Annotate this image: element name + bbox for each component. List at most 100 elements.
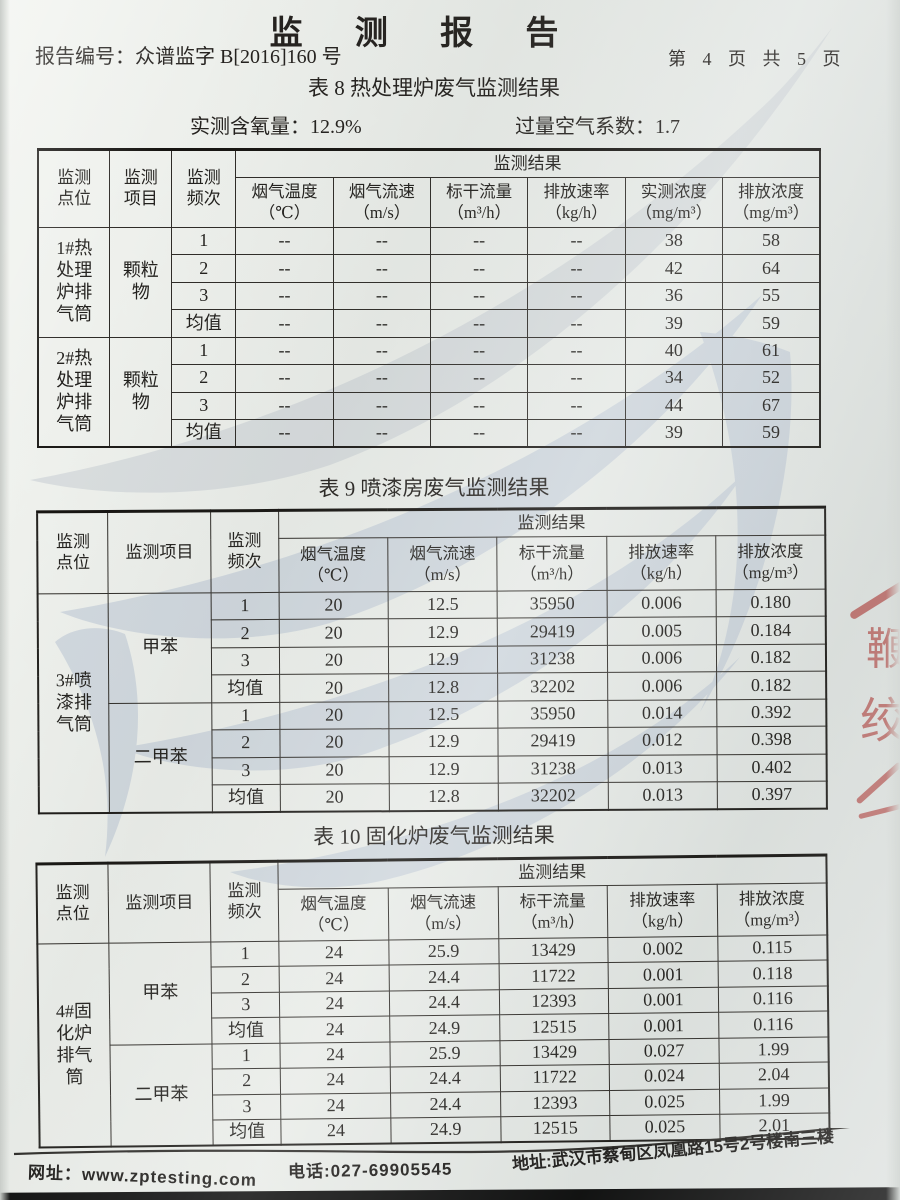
value-cell: 64 (722, 254, 821, 283)
value-cell: -- (332, 254, 432, 283)
value-cell: -- (332, 336, 432, 366)
value-cell: 25.9 (388, 938, 499, 966)
value-cell: 39 (624, 309, 724, 338)
header-point: 监测 点位 (37, 511, 109, 594)
freq-cell: 均值 (212, 784, 281, 813)
value-cell: 24 (280, 1092, 391, 1120)
point-cell: 2#热 处理 炉排 气筒 (37, 336, 111, 448)
value-cell: 24 (280, 1041, 391, 1069)
value-cell: 0.006 (606, 589, 717, 618)
value-cell: -- (429, 419, 529, 448)
freq-cell: 1 (171, 336, 237, 366)
value-cell: 40 (624, 336, 724, 366)
value-cell: 29419 (497, 617, 608, 646)
table-row: 均值 -- -- -- -- 39 59 (38, 419, 821, 448)
value-cell: 12.8 (388, 673, 499, 702)
page-title: 监 测 报 告 (269, 16, 581, 52)
header-col: 烟气温度 （℃） (278, 537, 389, 593)
freq-cell: 均值 (171, 419, 237, 448)
oxygen-value: 12.9% (310, 116, 362, 138)
item-cell: 甲苯 (108, 592, 212, 704)
value-cell: 24 (279, 990, 390, 1018)
value-cell: 0.006 (607, 672, 717, 701)
freq-cell: 2 (171, 364, 237, 393)
value-cell: 12393 (498, 988, 609, 1016)
value-cell: 0.002 (607, 936, 718, 963)
value-cell: 0.006 (607, 644, 717, 673)
value-cell: -- (527, 419, 626, 448)
freq-cell: 均值 (211, 1017, 281, 1044)
value-cell: -- (429, 336, 529, 366)
value-cell: 12515 (499, 1013, 610, 1041)
value-cell: 0.001 (608, 1012, 719, 1040)
value-cell: 0.116 (718, 1011, 829, 1039)
freq-cell: 1 (210, 592, 279, 621)
value-cell: -- (429, 254, 529, 283)
freq-cell: 1 (211, 941, 280, 968)
table-row: 3 -- -- -- -- 36 55 (38, 281, 821, 311)
value-cell: 0.013 (607, 781, 718, 810)
value-cell: 11722 (499, 1064, 610, 1092)
value-cell: 0.115 (717, 935, 828, 962)
value-cell: 36 (624, 281, 724, 311)
value-cell: -- (235, 364, 334, 393)
value-cell: 35950 (498, 700, 608, 729)
table9-paint-booth: 监测 点位 监测项目 监测 频次 监测结果 烟气温度 （℃） 烟气流速 （m/s） 标干流量 （m… (36, 505, 828, 815)
value-cell: 12.8 (389, 783, 499, 812)
value-cell: -- (429, 226, 529, 256)
photo-right-edge-shading (886, 0, 900, 1200)
value-cell: 13429 (498, 937, 609, 965)
header-freq: 监测 频次 (171, 149, 237, 228)
value-cell: 12.9 (388, 618, 498, 647)
value-cell: 12.9 (389, 755, 499, 784)
freq-cell: 2 (211, 966, 280, 993)
value-cell: 0.392 (716, 698, 827, 727)
item-cell: 颗粒 物 (109, 227, 173, 338)
value-cell: -- (235, 336, 334, 366)
value-cell: 0.398 (716, 726, 827, 755)
value-cell: 31238 (497, 645, 608, 674)
header-freq: 监测 频次 (210, 861, 280, 943)
header-col: 排放速率 （kg/h） (607, 884, 718, 938)
value-cell: 12.9 (388, 728, 499, 757)
freq-cell: 2 (171, 254, 237, 283)
header-col: 实测浓度 （mg/m³） (624, 177, 724, 228)
value-cell: -- (332, 309, 432, 338)
item-cell: 甲苯 (108, 942, 213, 1045)
value-cell: -- (332, 419, 432, 448)
header-item: 监测 项目 (109, 149, 173, 228)
header-col: 烟气流速 （m/s） (332, 177, 432, 228)
value-cell: -- (429, 281, 529, 311)
value-cell: 32202 (497, 672, 608, 701)
excess-air-label: 过量空气系数： (515, 116, 655, 138)
value-cell: 29419 (498, 727, 608, 756)
freq-cell: 1 (211, 702, 280, 731)
value-cell: 2.04 (719, 1062, 830, 1089)
freq-cell: 3 (211, 757, 280, 785)
header-result: 监测结果 (235, 149, 821, 178)
point-cell: 1#热 处理 炉排 气筒 (37, 227, 111, 338)
header-result: 监测结果 (278, 507, 826, 539)
header-col: 排放速率 （kg/h） (527, 177, 626, 228)
table8-wrapper: 监测 点位 监测 项目 监测 频次 监测结果 烟气温度 （℃） 烟气流速 （m/s） 标干流量（… (37, 148, 821, 448)
value-cell: 0.027 (609, 1038, 720, 1065)
value-cell: 20 (279, 728, 390, 758)
freq-cell: 均值 (171, 309, 237, 338)
flue-gas-parameters: 实测含氧量：12.9% 过量空气系数：1.7 (0, 110, 900, 140)
value-cell: 24 (279, 1016, 390, 1043)
value-cell: -- (235, 226, 334, 256)
value-cell: 52 (722, 364, 821, 393)
value-cell: 0.013 (607, 754, 718, 783)
value-cell: 24.4 (388, 964, 499, 991)
value-cell: 20 (279, 646, 389, 675)
value-cell: 24.4 (389, 989, 500, 1017)
page-indicator: 第 4 页 共 5 页 (668, 49, 847, 69)
value-cell: 20 (279, 783, 390, 812)
table9-caption: 表 9 喷漆房废气监测结果 (318, 475, 550, 501)
value-cell: 24 (279, 939, 389, 967)
table-row: 2 -- -- -- -- 34 52 (38, 364, 821, 393)
value-cell: -- (332, 391, 432, 421)
value-cell: -- (332, 226, 432, 256)
header-col: 排放浓度 （mg/m³） (722, 177, 821, 228)
header-col: 标干流量 （m³/h） (497, 536, 607, 592)
